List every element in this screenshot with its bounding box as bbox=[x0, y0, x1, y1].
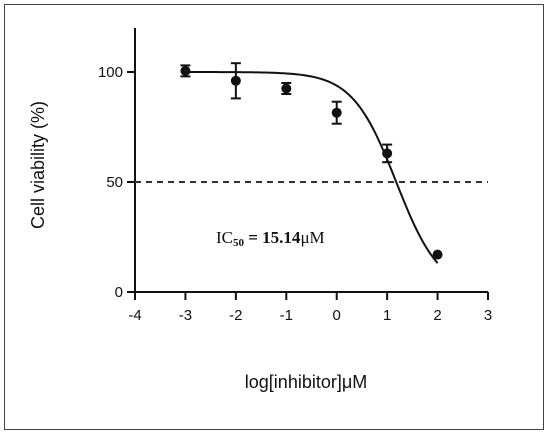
y-ticks: 0 50 100 bbox=[98, 64, 135, 301]
x-tick-label: -1 bbox=[280, 307, 293, 324]
x-tick-label: 2 bbox=[433, 307, 441, 324]
ic50-value: = 15.14 bbox=[244, 228, 301, 247]
ic50-unit: μM bbox=[300, 228, 324, 247]
y-axis-label: Cell viability (%) bbox=[28, 101, 48, 229]
x-ticks: -4 -3 -2 -1 0 1 2 3 bbox=[128, 292, 492, 324]
y-tick-label: 0 bbox=[115, 284, 123, 301]
fit-curve bbox=[185, 71, 439, 264]
data-point bbox=[432, 249, 443, 260]
x-tick-label: 0 bbox=[333, 307, 341, 324]
data-point bbox=[382, 148, 393, 159]
y-tick-label: 50 bbox=[106, 174, 123, 191]
x-axis-label: log[inhibitor]μM bbox=[245, 372, 367, 392]
y-tick-label: 100 bbox=[98, 64, 123, 81]
x-tick-label: 3 bbox=[484, 307, 492, 324]
x-tick-label: -4 bbox=[128, 307, 141, 324]
x-tick-label: -3 bbox=[179, 307, 192, 324]
data-point bbox=[180, 65, 191, 76]
x-tick-label: -2 bbox=[229, 307, 242, 324]
figure-frame bbox=[4, 4, 544, 430]
ic50-annotation: IC50 = 15.14μM bbox=[216, 228, 325, 249]
ic50-prefix: IC bbox=[216, 228, 233, 247]
data-point bbox=[281, 83, 292, 94]
data-point bbox=[230, 75, 241, 86]
data-points bbox=[180, 62, 443, 260]
data-point bbox=[331, 107, 342, 118]
ic50-subscript: 50 bbox=[233, 237, 245, 249]
x-tick-label: 1 bbox=[383, 307, 391, 324]
